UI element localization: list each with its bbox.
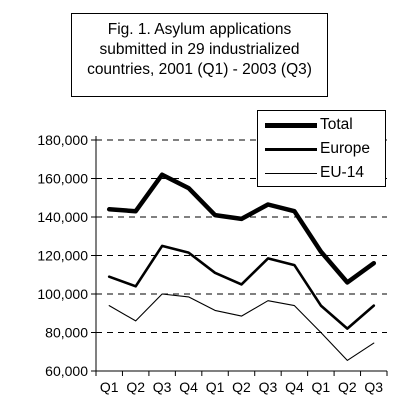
y-tick-label: 160,000: [37, 171, 88, 187]
legend-swatch-total: [265, 123, 317, 128]
series-line-eu14: [108, 293, 375, 361]
x-tick-label: Q4: [285, 379, 304, 395]
y-tick-label: 100,000: [37, 286, 88, 302]
chart-title-line-1: Fig. 1. Asylum applications: [107, 21, 292, 38]
legend-label-europe: Europe: [320, 140, 370, 157]
axes: [91, 136, 388, 376]
series-line-total: [106, 172, 377, 285]
series-line-europe: [107, 244, 376, 330]
y-tick-label: 60,000: [45, 363, 88, 379]
x-tick-label: Q2: [126, 379, 145, 395]
legend-item-total: Total: [258, 114, 387, 136]
legend-swatch-eu14: [265, 173, 317, 174]
y-tick-label: 180,000: [37, 132, 88, 148]
x-tick-label: Q2: [338, 379, 357, 395]
series-lines: [106, 172, 377, 361]
y-tick-label: 80,000: [45, 325, 88, 341]
chart-title-line-3: countries, 2001 (Q1) - 2003 (Q3): [87, 61, 312, 78]
x-tick-label: Q2: [232, 379, 251, 395]
x-tick-label: Q3: [153, 379, 172, 395]
gridlines: [96, 139, 387, 333]
legend-item-europe: Europe: [258, 138, 387, 160]
x-tick-label: Q1: [312, 379, 331, 395]
tick-labels: 60,000 80,000 100,000 120,000 140,000 160,000…: [37, 132, 383, 395]
legend-swatch-europe: [265, 148, 317, 151]
x-tick-label: Q3: [364, 379, 383, 395]
chart-title-line-2: submitted in 29 industrialized: [99, 41, 300, 58]
x-tick-label: Q4: [179, 379, 198, 395]
y-tick-label: 140,000: [37, 209, 88, 225]
x-tick-label: Q1: [206, 379, 225, 395]
legend: Total Europe EU-14: [257, 110, 386, 187]
legend-label-total: Total: [320, 116, 353, 133]
x-tick-label: Q3: [259, 379, 278, 395]
legend-label-eu14: EU-14: [320, 164, 364, 181]
legend-item-eu14: EU-14: [258, 162, 387, 184]
x-tick-label: Q1: [100, 379, 119, 395]
chart-title: Fig. 1. Asylum applications submitted in…: [71, 13, 328, 97]
y-tick-label: 120,000: [37, 248, 88, 264]
